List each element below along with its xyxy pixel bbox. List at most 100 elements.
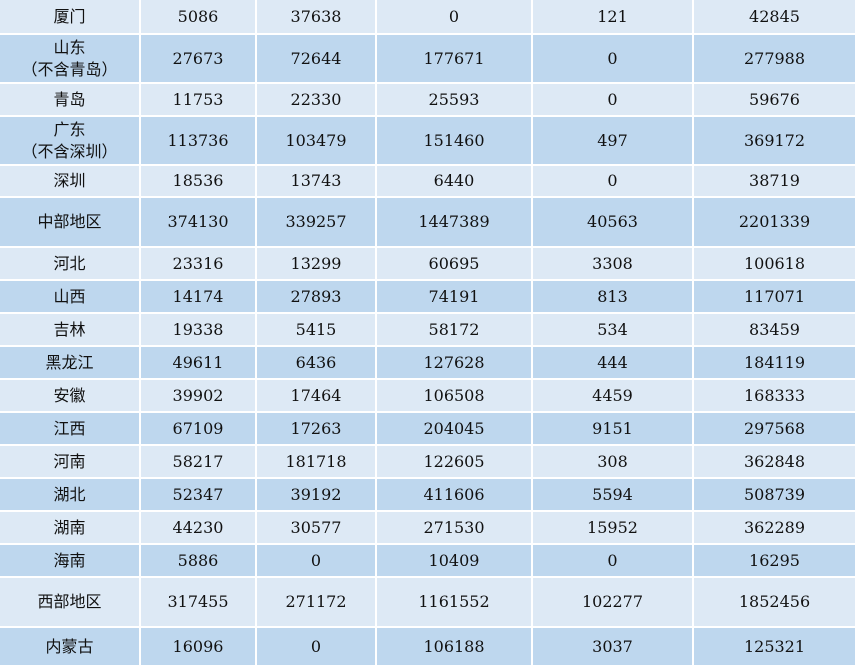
number-cell: 184119 [694,347,857,380]
number-cell: 374130 [141,198,257,248]
cell-value: 3037 [592,636,633,656]
cell-value: 1161552 [418,592,490,611]
number-cell: 151460 [377,117,533,166]
number-cell: 58172 [377,314,533,347]
region-cell: 安徽 [0,380,141,413]
cell-value: 117071 [743,286,806,306]
cell-value: 16295 [749,550,800,570]
cell-value: 6440 [433,171,475,190]
cell-value: 83459 [749,319,800,339]
cell-value: 181718 [285,451,347,471]
table-row: 山西 14174 27893 74191 813 117071 [0,281,857,314]
number-cell: 6440 [377,166,533,198]
number-cell: 204045 [377,413,533,446]
cell-value: 23316 [172,253,224,273]
number-cell: 25593 [377,84,533,117]
number-cell: 103479 [257,117,377,166]
number-cell: 27893 [257,281,377,314]
region-name: 山西 [53,286,86,306]
cell-value: 362848 [743,451,806,471]
number-cell: 5086 [141,0,257,35]
number-cell: 44230 [141,512,257,545]
cell-value: 106508 [423,385,485,405]
number-cell: 508739 [694,479,857,512]
region-cell: 广东 （不含深圳） [0,117,141,166]
number-cell: 2201339 [694,198,857,248]
number-cell: 38719 [694,166,857,198]
table-row: 山东 （不含青岛） 27673 72644 177671 0 277988 [0,35,857,84]
region-name: （不含青岛） [21,59,118,79]
table-row: 湖南 44230 30577 271530 15952 362289 [0,512,857,545]
cell-value: 38719 [749,171,800,190]
cell-value: 40563 [587,212,638,231]
number-cell: 27673 [141,35,257,84]
region-name: （不含深圳） [21,141,118,161]
region-name: 江西 [53,418,86,438]
number-cell: 74191 [377,281,533,314]
table-row: 深圳 18536 13743 6440 0 38719 [0,166,857,198]
table-row: 黑龙江 49611 6436 127628 444 184119 [0,347,857,380]
cell-value: 317455 [167,592,229,611]
cell-value: 0 [607,171,618,190]
number-cell: 18536 [141,166,257,198]
cell-value: 25593 [428,89,480,109]
region-cell: 河南 [0,446,141,479]
cell-value: 534 [597,319,628,339]
region-cell: 青岛 [0,84,141,117]
region-name: 黑龙江 [45,352,94,372]
cell-value: 0 [607,89,618,109]
cell-value: 127628 [423,352,485,372]
region-cell: 中部地区 [0,198,141,248]
cell-value: 72644 [290,48,342,68]
cell-value: 0 [607,48,618,68]
cell-value: 67109 [172,418,224,438]
number-cell: 16096 [141,628,257,667]
region-cell: 内蒙古 [0,628,141,667]
number-cell: 19338 [141,314,257,347]
region-cell: 海南 [0,545,141,578]
cell-value: 9151 [592,418,633,438]
number-cell: 3037 [533,628,694,667]
cell-value: 39902 [172,385,224,405]
cell-value: 151460 [423,130,485,150]
cell-value: 271172 [285,592,347,611]
number-cell: 411606 [377,479,533,512]
cell-value: 14174 [172,286,224,306]
cell-value: 308 [597,451,628,471]
number-cell: 15952 [533,512,694,545]
cell-value: 37638 [290,6,342,26]
number-cell: 11753 [141,84,257,117]
number-cell: 52347 [141,479,257,512]
region-cell: 厦门 [0,0,141,35]
cell-value: 374130 [167,212,229,231]
number-cell: 3308 [533,248,694,281]
number-cell: 813 [533,281,694,314]
cell-value: 39192 [290,484,342,504]
number-cell: 127628 [377,347,533,380]
number-cell: 317455 [141,578,257,628]
number-cell: 59676 [694,84,857,117]
cell-value: 58172 [428,319,480,339]
cell-value: 103479 [285,130,347,150]
number-cell: 67109 [141,413,257,446]
cell-value: 113736 [167,130,229,150]
region-name: 厦门 [53,6,86,26]
number-cell: 122605 [377,446,533,479]
cell-value: 1852456 [738,592,811,611]
cell-value: 411606 [423,484,485,504]
cell-value: 0 [607,550,618,570]
number-cell: 271172 [257,578,377,628]
cell-value: 0 [310,636,322,656]
number-cell: 0 [533,35,694,84]
number-cell: 0 [533,166,694,198]
cell-value: 362289 [743,517,806,537]
number-cell: 40563 [533,198,694,248]
cell-value: 22330 [290,89,342,109]
cell-value: 30577 [290,517,342,537]
region-name: 湖南 [53,517,86,537]
region-name: 内蒙古 [45,636,94,656]
cell-value: 17464 [290,385,342,405]
number-cell: 22330 [257,84,377,117]
cell-value: 15952 [587,517,638,537]
number-cell: 277988 [694,35,857,84]
